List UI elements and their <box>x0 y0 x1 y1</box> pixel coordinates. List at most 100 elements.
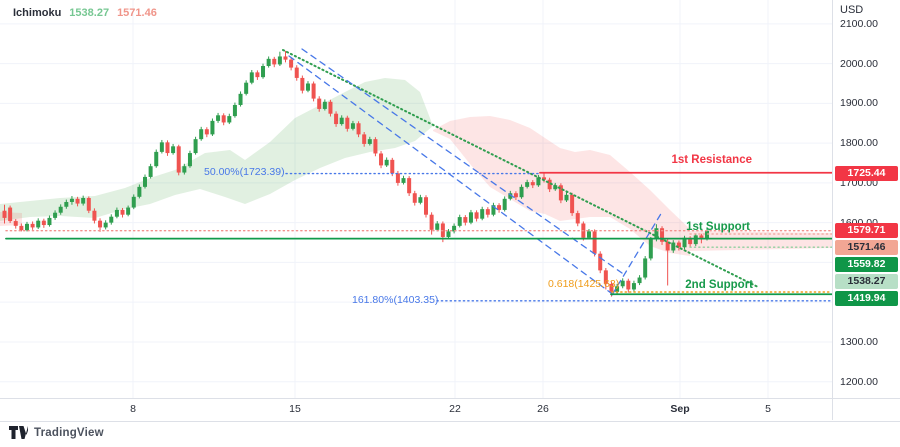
candle <box>81 195 86 206</box>
tradingview-wordmark[interactable]: TradingView <box>34 427 104 439</box>
fib-0618-label[interactable]: 0.618(1425.63) <box>548 278 620 290</box>
candle <box>491 202 496 217</box>
candle <box>401 175 406 185</box>
axis-corner <box>832 398 900 420</box>
candle <box>339 115 344 126</box>
candle <box>480 206 485 221</box>
candle <box>69 196 74 205</box>
candle <box>356 121 361 138</box>
fib-connector-1[interactable] <box>288 55 612 294</box>
candle <box>261 63 266 79</box>
candle <box>75 196 80 207</box>
candle <box>328 99 333 117</box>
candle <box>2 204 7 224</box>
indicator-legend: Ichimoku 1538.27 1571.46 <box>13 7 157 19</box>
candle <box>176 144 181 176</box>
lead-span-b-value: 1571.46 <box>117 7 157 19</box>
candle <box>452 223 457 234</box>
candle <box>221 113 226 126</box>
candle <box>13 219 18 229</box>
candle <box>120 207 125 218</box>
candle <box>165 140 170 156</box>
candle <box>547 177 552 193</box>
candle <box>204 127 209 138</box>
candle <box>424 195 428 218</box>
candle <box>468 209 473 225</box>
candle <box>249 69 254 85</box>
candle <box>334 111 339 127</box>
candle <box>350 120 355 131</box>
candle <box>474 210 479 222</box>
candle <box>24 221 29 232</box>
chart-canvas[interactable]: Ichimoku 1538.27 1571.46 1st Resistance … <box>0 0 832 398</box>
fib-connector-3[interactable] <box>611 211 663 296</box>
candle <box>626 278 631 293</box>
candle <box>648 236 653 261</box>
fib-1618-label[interactable]: 161.80%(1403.35) <box>352 294 439 306</box>
time-tick-label: 8 <box>130 403 136 415</box>
candle <box>36 218 41 230</box>
price-badge: 1571.46 <box>835 240 898 255</box>
candle <box>676 240 681 251</box>
time-tick-label: 26 <box>537 403 549 415</box>
chart-svg <box>0 0 832 398</box>
grid <box>0 0 832 398</box>
candle <box>210 118 215 136</box>
candle <box>502 196 507 212</box>
price-badge: 1579.71 <box>835 223 898 238</box>
candle <box>216 112 221 123</box>
candle <box>643 256 648 280</box>
candle <box>429 212 434 235</box>
candle <box>418 194 423 205</box>
candle <box>53 210 58 220</box>
candle <box>620 278 625 289</box>
candle <box>508 190 513 201</box>
price-axis[interactable]: USD 2100.00 2000.00 1900.00 1800.00 1700.00 1… <box>832 0 900 398</box>
candle <box>367 136 372 146</box>
candle <box>272 56 277 68</box>
candle <box>58 204 63 215</box>
candle <box>148 163 153 179</box>
price-tick-label: 1900.00 <box>840 97 878 110</box>
fib-50-label[interactable]: 50.00%(1723.39) <box>204 166 285 178</box>
support-1-label[interactable]: 1st Support <box>686 221 750 233</box>
candle <box>182 163 187 175</box>
candle <box>564 192 569 202</box>
candle <box>395 170 400 186</box>
price-tick-label: 1300.00 <box>840 335 878 348</box>
candle <box>19 223 24 232</box>
candle <box>311 81 316 102</box>
price-tick-label: 2100.00 <box>840 17 878 30</box>
fib-connector-2[interactable] <box>301 48 623 274</box>
time-tick-label: 22 <box>449 403 461 415</box>
trend-green-dotted[interactable] <box>282 49 759 288</box>
candle <box>266 56 271 68</box>
candle <box>294 65 299 81</box>
lead-span-a-value: 1538.27 <box>69 7 110 19</box>
candle <box>283 50 288 63</box>
candle <box>373 137 378 157</box>
time-axis[interactable]: 8 15 22 26 Sep 5 <box>0 398 900 422</box>
candle <box>289 57 294 71</box>
candle <box>525 179 530 189</box>
candle <box>693 233 698 247</box>
tradingview-logo-icon[interactable] <box>9 426 28 440</box>
support-2-label[interactable]: 2nd Support <box>685 279 753 291</box>
candle <box>193 136 198 155</box>
candle <box>631 280 636 292</box>
price-badge: 1419.94 <box>835 291 898 306</box>
candle <box>446 229 451 240</box>
indicator-name[interactable]: Ichimoku <box>13 7 62 19</box>
resistance-1-label[interactable]: 1st Resistance <box>671 154 752 166</box>
candle <box>317 96 322 112</box>
price-tick-label: 1200.00 <box>840 375 878 388</box>
candle <box>137 184 142 199</box>
candle <box>255 70 260 80</box>
candle <box>238 91 243 107</box>
candle <box>575 210 580 227</box>
candle <box>665 239 670 286</box>
candle <box>412 190 417 206</box>
candle <box>98 218 103 232</box>
candle <box>592 229 597 257</box>
